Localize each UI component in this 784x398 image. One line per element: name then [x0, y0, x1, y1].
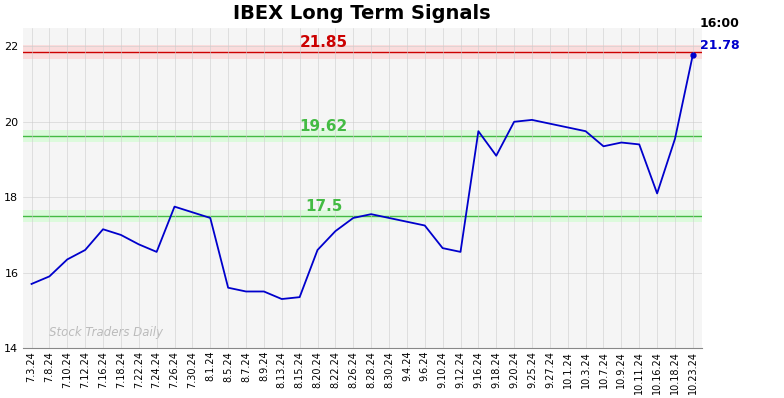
- Text: 19.62: 19.62: [299, 119, 348, 134]
- Text: 21.85: 21.85: [299, 35, 347, 50]
- Bar: [23, 131, 702, 142]
- Text: Stock Traders Daily: Stock Traders Daily: [49, 326, 163, 339]
- Bar: [23, 211, 702, 222]
- Text: 21.78: 21.78: [700, 39, 739, 52]
- Text: 17.5: 17.5: [305, 199, 343, 214]
- Title: IBEX Long Term Signals: IBEX Long Term Signals: [234, 4, 491, 23]
- Bar: [23, 45, 702, 59]
- Text: 16:00: 16:00: [700, 17, 739, 30]
